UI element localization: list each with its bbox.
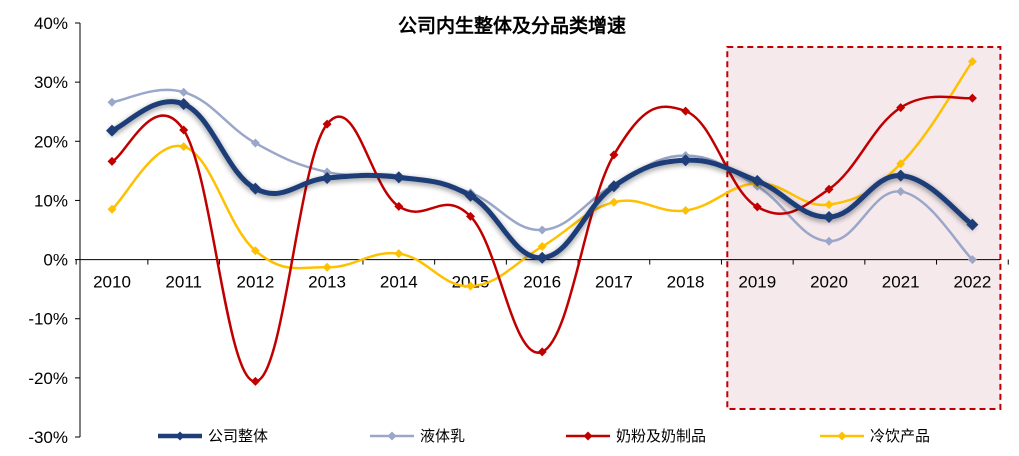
legend-item-3: 奶粉及奶制品	[566, 427, 706, 445]
y-tick-label: 30%	[34, 73, 68, 92]
data-point-2010	[106, 124, 118, 137]
data-point-2014	[392, 171, 405, 184]
x-tick-label: 2011	[165, 273, 202, 292]
data-point-2022	[967, 93, 977, 103]
data-point-2013	[321, 171, 334, 184]
legend-label: 液体乳	[420, 427, 465, 445]
x-tick-label: 2012	[236, 273, 274, 292]
highlight-region-layer	[726, 46, 1002, 410]
data-point-2012	[250, 138, 260, 148]
chart-title: 公司内生整体及分品类增速	[398, 14, 626, 37]
legend-swatch-marker	[387, 431, 397, 441]
highlight-region	[726, 46, 1002, 410]
data-point-2012	[250, 376, 260, 386]
series-3-group	[107, 93, 977, 386]
data-point-2015	[466, 211, 475, 221]
y-tick-label: -10%	[28, 310, 68, 329]
data-point-2017	[609, 197, 619, 207]
y-tick-label: 0%	[43, 251, 68, 270]
legend-item-2: 液体乳	[370, 427, 465, 445]
data-point-2016	[537, 242, 547, 252]
data-point-2020	[823, 210, 835, 223]
legend-label: 冷饮产品	[870, 427, 930, 445]
data-point-2018	[681, 106, 691, 116]
legend: 公司整体 液体乳 奶粉及奶制品 冷饮产品	[158, 427, 930, 445]
data-point-2017	[609, 150, 619, 160]
legend-swatch-marker	[583, 431, 593, 441]
series-line	[110, 95, 974, 383]
data-point-2021	[896, 159, 906, 169]
data-point-2021	[896, 103, 906, 113]
data-point-2016	[537, 225, 547, 235]
data-point-2015	[466, 281, 475, 291]
data-point-2015	[464, 189, 477, 202]
legend-label: 奶粉及奶制品	[616, 427, 706, 445]
x-tick-label: 2021	[882, 273, 920, 292]
series-4-group	[107, 56, 977, 291]
x-tick-label: 2018	[667, 273, 705, 292]
legend-swatch-marker	[175, 431, 185, 441]
data-point-2011	[179, 125, 189, 135]
series-layer	[106, 56, 979, 386]
data-point-2014	[394, 201, 404, 211]
data-point-2011	[179, 87, 189, 97]
y-tick-label: -20%	[28, 369, 68, 388]
x-tick-label: 2019	[738, 273, 776, 292]
data-point-2018	[679, 154, 692, 167]
legend-swatch-marker	[837, 431, 847, 441]
data-point-2010	[107, 156, 117, 166]
data-point-2022	[967, 255, 977, 265]
data-point-2013	[322, 262, 332, 272]
x-tick-label: 2017	[595, 273, 633, 292]
legend-item-1: 公司整体	[158, 427, 268, 445]
data-point-2019	[752, 202, 762, 212]
data-point-2019	[751, 174, 764, 187]
data-point-2017	[607, 180, 620, 193]
x-tick-label: 2020	[810, 273, 848, 292]
data-point-2016	[537, 347, 547, 357]
data-point-2012	[249, 182, 262, 195]
data-point-2016	[536, 251, 549, 264]
data-point-2011	[177, 98, 190, 111]
data-point-2012	[250, 246, 260, 256]
x-tick-label: 2014	[380, 273, 418, 292]
x-tick-label: 2013	[308, 273, 346, 292]
data-point-2018	[681, 205, 691, 215]
series-1-group	[106, 98, 979, 264]
data-point-2010	[107, 97, 117, 107]
y-tick-label: 40%	[34, 14, 68, 33]
data-point-2013	[322, 119, 332, 129]
legend-item-4: 冷饮产品	[820, 427, 930, 445]
data-point-2014	[394, 249, 404, 259]
data-point-2021	[894, 169, 907, 182]
x-tick-label: 2016	[523, 273, 561, 292]
y-tick-label: -30%	[28, 428, 68, 447]
data-point-2020	[824, 236, 834, 246]
data-point-2011	[179, 142, 189, 152]
data-point-2022	[967, 56, 977, 66]
data-point-2020	[824, 200, 834, 210]
legend-label: 公司整体	[208, 427, 268, 445]
y-tick-label: 20%	[34, 132, 68, 151]
y-tick-label: 10%	[34, 191, 68, 210]
data-point-2021	[896, 187, 906, 197]
data-point-2010	[107, 204, 117, 214]
data-point-2022	[966, 218, 979, 231]
x-tick-label: 2010	[93, 273, 131, 292]
x-tick-label: 2022	[953, 273, 991, 292]
data-point-2020	[824, 184, 834, 194]
